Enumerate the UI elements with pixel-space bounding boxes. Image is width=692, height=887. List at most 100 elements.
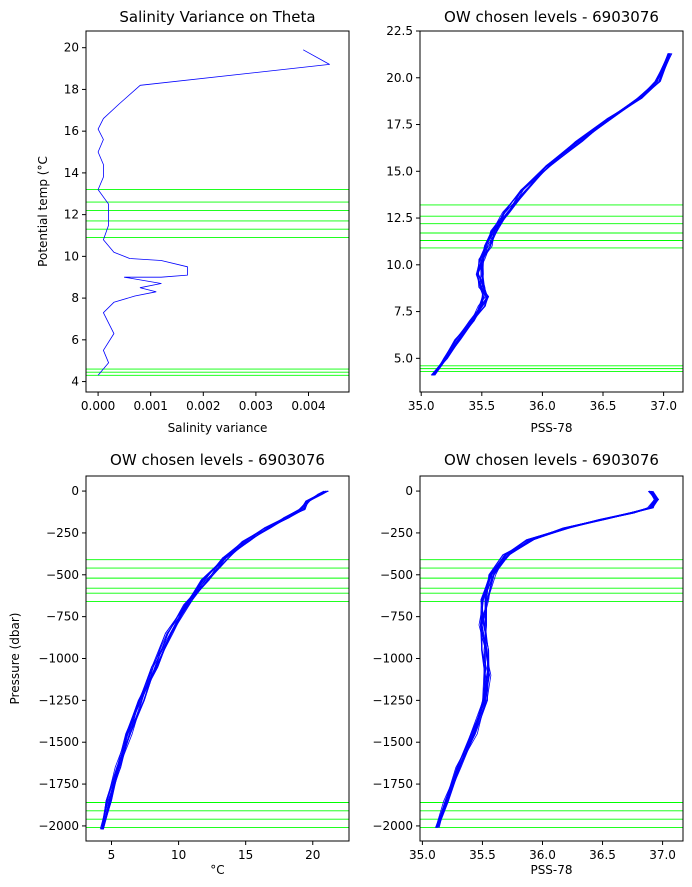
- series-line: [102, 490, 325, 830]
- series-line: [103, 490, 329, 830]
- series-line: [436, 490, 659, 828]
- y-axis-label: Pressure (dbar): [8, 613, 22, 705]
- series-line: [435, 490, 659, 828]
- series-line: [100, 490, 328, 830]
- x-tick-label: 0.001: [134, 399, 168, 413]
- x-tick-label: 0.004: [291, 399, 325, 413]
- y-tick-label: −1000: [372, 652, 413, 666]
- panel-salinity-pressure: OW chosen levels - 6903076 PSS-78 35.0 35…: [372, 451, 684, 877]
- series-line: [434, 53, 669, 376]
- series-line: [102, 490, 327, 830]
- y-tick-label: 5.0: [394, 351, 413, 365]
- y-tick-label: −250: [380, 526, 413, 540]
- series-line: [435, 490, 658, 828]
- series-line: [433, 53, 671, 376]
- y-tick-label: 20.0: [386, 71, 413, 85]
- series-line: [436, 490, 659, 828]
- y-tick-label: −2000: [38, 819, 79, 833]
- x-tick-label: 35.0: [408, 399, 435, 413]
- x-tick-label: 35.5: [469, 848, 496, 862]
- series-line: [102, 490, 327, 830]
- y-tick-label: −750: [380, 610, 413, 624]
- y-tick-label: −750: [46, 610, 79, 624]
- x-axis-label: PSS-78: [530, 863, 572, 877]
- x-axis-label: Salinity variance: [168, 421, 268, 435]
- x-tick-label: 0.000: [81, 399, 115, 413]
- y-tick-label: 15.0: [386, 164, 413, 178]
- x-tick-label: 36.5: [589, 848, 616, 862]
- series-line: [435, 490, 659, 828]
- y-tick-label: 16: [64, 124, 79, 138]
- y-tick-label: 8: [71, 291, 79, 305]
- series-line: [437, 490, 659, 828]
- series-line: [435, 490, 659, 828]
- x-tick-label: 20: [305, 848, 320, 862]
- x-axis-label: PSS-78: [530, 421, 572, 435]
- series-line: [431, 53, 673, 376]
- x-tick-label: 37.0: [650, 399, 677, 413]
- y-tick-label: 6: [71, 333, 79, 347]
- y-tick-label: −500: [46, 568, 79, 582]
- y-tick-label: 12.5: [386, 211, 413, 225]
- series-line: [102, 490, 328, 830]
- y-tick-label: 0: [405, 484, 413, 498]
- series-line: [103, 490, 328, 830]
- y-axis-label: Potential temp (°C: [36, 156, 50, 267]
- y-tick-label: −1250: [38, 693, 79, 707]
- y-tick-label: −1250: [372, 693, 413, 707]
- series-line: [101, 490, 325, 830]
- x-tick-label: 10: [171, 848, 186, 862]
- y-tick-label: 14: [64, 166, 79, 180]
- series-line: [435, 490, 657, 828]
- y-tick-label: −1750: [372, 777, 413, 791]
- series-line: [102, 490, 326, 830]
- y-tick-label: −1500: [38, 735, 79, 749]
- x-tick-label: 37.0: [649, 848, 676, 862]
- x-axis-label: °C: [210, 863, 224, 877]
- x-tick-label: 0.003: [239, 399, 273, 413]
- y-tick-label: 10.0: [386, 258, 413, 272]
- y-tick-label: −2000: [372, 819, 413, 833]
- axes-frame: [85, 30, 350, 393]
- series-line: [101, 490, 325, 830]
- series-line: [99, 490, 328, 830]
- panel-temperature-pressure: OW chosen levels - 6903076 °C Pressure (…: [8, 451, 350, 877]
- series-line: [437, 490, 657, 828]
- series-line: [436, 490, 658, 828]
- panel-title: OW chosen levels - 6903076: [444, 451, 659, 469]
- x-tick-label: 36.0: [529, 399, 556, 413]
- y-tick-label: −1500: [372, 735, 413, 749]
- axes-frame: [419, 475, 684, 842]
- series-line: [438, 490, 656, 828]
- y-tick-label: 4: [71, 375, 79, 389]
- y-tick-label: −500: [380, 568, 413, 582]
- series-line: [97, 49, 330, 376]
- x-tick-label: 36.0: [529, 848, 556, 862]
- y-tick-label: 7.5: [394, 305, 413, 319]
- series-line: [101, 490, 326, 830]
- series-line: [435, 490, 655, 828]
- y-tick-label: 10: [64, 249, 79, 263]
- y-tick-label: −1000: [38, 652, 79, 666]
- panel-title: OW chosen levels - 6903076: [444, 8, 659, 26]
- series-line: [101, 490, 329, 830]
- axes-frame: [419, 30, 684, 393]
- y-tick-label: 17.5: [386, 118, 413, 132]
- y-tick-label: 12: [64, 208, 79, 222]
- panel-salinity-temperature: OW chosen levels - 6903076 PSS-78 35.0 35…: [386, 8, 684, 435]
- x-tick-label: 35.5: [468, 399, 495, 413]
- y-tick-label: −1750: [38, 777, 79, 791]
- x-tick-label: 15: [238, 848, 253, 862]
- series-line: [436, 490, 656, 828]
- panel-salinity-variance: Salinity Variance on Theta Salinity vari…: [36, 8, 350, 435]
- series-line: [102, 490, 328, 830]
- y-tick-label: 0: [71, 484, 79, 498]
- series-line: [437, 490, 658, 828]
- x-tick-label: 0.002: [186, 399, 220, 413]
- series-line: [101, 490, 329, 830]
- series-line: [436, 490, 656, 828]
- series-line: [436, 490, 655, 828]
- axes-frame: [85, 475, 350, 842]
- series-line: [435, 490, 655, 828]
